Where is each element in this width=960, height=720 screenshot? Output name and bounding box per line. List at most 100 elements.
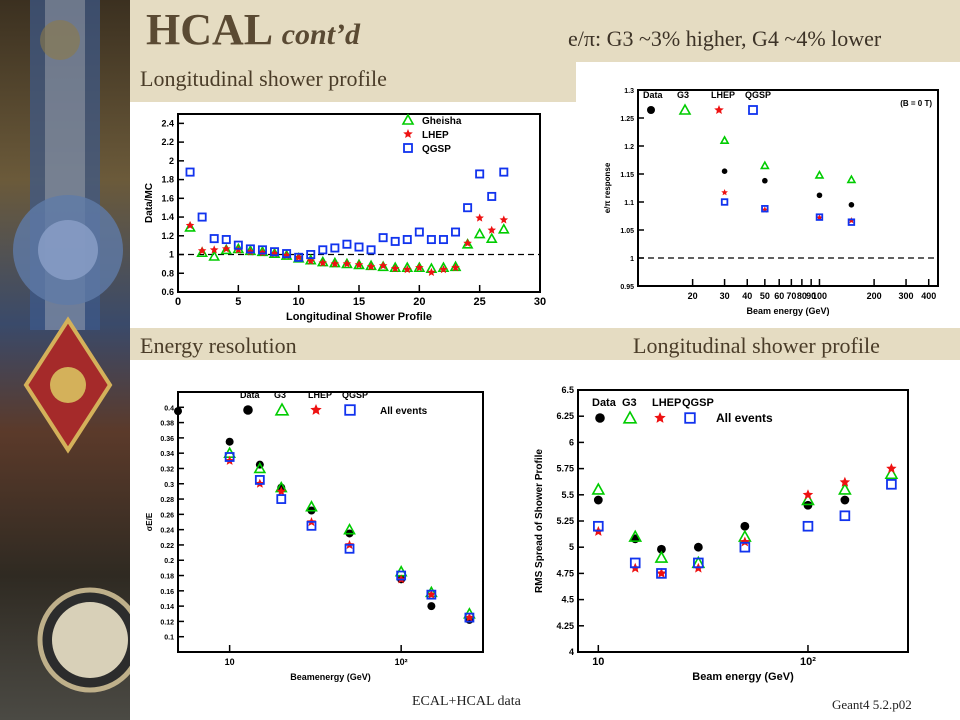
y-tick-label-1: 1: [630, 256, 634, 263]
data-point-data-7: [427, 602, 436, 611]
page-title: HCAL cont’d: [146, 8, 360, 52]
data-point-g3-4: [343, 522, 356, 535]
y-tick-label-1: 0.12: [160, 619, 174, 626]
data-point-lhep-21: [439, 265, 448, 274]
data-point-lhep-6: [426, 589, 437, 599]
y-tick-label-0: 4: [569, 647, 574, 657]
x-tick-label-1: 10²: [800, 656, 816, 668]
legend-marker-3: [748, 105, 758, 115]
x-tick-label-10: 300: [899, 291, 914, 301]
y-tick-label-7: 0.24: [160, 528, 174, 535]
data-point-qgsp-3: [847, 218, 856, 226]
legend-marker-2: [403, 143, 413, 153]
x-tick-label-5: 25: [474, 296, 486, 308]
y-tick-label-3: 0.16: [160, 589, 174, 596]
plot-frame: [177, 391, 484, 653]
legend-label-0: Data: [240, 390, 261, 400]
data-point-qgsp-0: [593, 520, 604, 532]
legend-marker-3: [684, 412, 696, 424]
chart-e-pi-response-svg: 0.95 1 1.05 1.1 1.15 1.2 1.25 1.3 20 30 40 50 60 70 80…: [603, 88, 939, 316]
data-point-g3-1: [759, 160, 770, 170]
data-point-lhep-3: [222, 244, 231, 253]
data-point-lhep-23: [463, 238, 472, 247]
data-point-gheisha-25: [485, 232, 498, 243]
label-mid-left: Energy resolution: [140, 333, 297, 358]
data-point-data-2: [816, 192, 823, 199]
data-point-g3-3: [846, 174, 857, 184]
data-point-qgsp-13: [342, 239, 352, 249]
x-tick-label-1: 30: [720, 291, 730, 301]
legend-label-2: LHEP: [711, 90, 735, 100]
y-tick-label-6: 5.5: [561, 490, 574, 500]
data-point-qgsp-8: [282, 249, 292, 259]
data-point-lhep-22: [451, 263, 460, 272]
data-point-data-3: [693, 542, 703, 552]
data-point-qgsp-18: [402, 235, 412, 245]
data-point-qgsp-24: [475, 169, 485, 179]
data-point-qgsp-17: [390, 236, 400, 246]
data-point-qgsp-2: [815, 213, 824, 221]
x-tick-label-1: 10²: [395, 657, 408, 667]
x-axis-label: Beam energy (GeV): [746, 306, 829, 316]
plot-frame: [577, 389, 909, 653]
title-text: HCAL: [146, 5, 271, 54]
data-point-qgsp-21: [438, 235, 448, 245]
data-point-data-6: [840, 495, 850, 505]
y-tick-label-3: 1.1: [624, 200, 634, 207]
data-point-data-3: [848, 202, 855, 208]
data-point-lhep-0: [721, 189, 728, 196]
legend-marker-2: [310, 404, 322, 415]
data-point-qgsp-11: [318, 245, 328, 255]
data-point-qgsp-26: [499, 167, 509, 177]
data-point-lhep-20: [427, 267, 436, 276]
x-axis-label: Beamenergy (GeV): [290, 672, 371, 682]
data-point-qgsp-5: [802, 520, 814, 532]
data-point-qgsp-7: [270, 247, 280, 257]
legend-marker-1: [274, 402, 290, 416]
data-point-qgsp-25: [487, 191, 497, 201]
y-tick-label-6: 1.8: [161, 175, 174, 185]
data-point-lhep-11: [318, 258, 328, 267]
data-point-data-1: [762, 177, 768, 184]
data-point-g3-2: [814, 169, 825, 179]
y-tick-label-0: 0.95: [620, 284, 634, 291]
data-point-lhep-15: [366, 262, 376, 271]
y-tick-label-9: 0.28: [160, 497, 174, 504]
data-point-qgsp-10: [306, 250, 316, 260]
plot-frame: [637, 89, 939, 287]
y-axis-label: Data/MC: [144, 183, 155, 223]
title-band: [130, 0, 960, 62]
y-tick-label-0: 0.6: [161, 287, 174, 297]
legend-label-1: G3: [677, 90, 689, 100]
chart-e-pi-response: 0.95 1 1.05 1.1 1.15 1.2 1.25 1.3 20 30 40 50 60 70 80…: [598, 82, 948, 318]
data-point-gheisha-1: [196, 246, 208, 258]
data-point-data-4: [740, 521, 750, 531]
legend-label-3: QGSP: [682, 397, 714, 409]
x-tick-label-8: 100: [812, 291, 827, 301]
chart-energy-resolution-svg: 0.1 0.12 0.14 0.16 0.18 0.2 0.22 0.24 0.26 0.28 0.…: [145, 390, 484, 682]
label-top-left: Longitudinal shower profile: [140, 66, 387, 91]
y-axis-label: RMS Spread of Shower Profile: [534, 449, 545, 593]
data-point-lhep-16: [378, 261, 388, 270]
y-tick-label-3: 4.75: [556, 568, 574, 578]
data-point-lhep-25: [487, 225, 496, 234]
y-tick-label-11: 0.32: [160, 466, 174, 473]
y-tick-label-5: 5.25: [556, 516, 574, 526]
data-point-qgsp-9: [294, 252, 304, 262]
data-point-qgsp-4: [739, 541, 751, 553]
x-tick-label-1: 5: [235, 296, 241, 308]
y-tick-label-10: 0.3: [164, 482, 174, 489]
label-band-top: [130, 62, 576, 102]
data-point-qgsp-2: [276, 494, 287, 504]
legend-marker-0: [595, 413, 605, 423]
data-point-qgsp-3: [693, 557, 704, 569]
data-point-qgsp-19: [414, 227, 424, 237]
data-point-gheisha-16: [377, 260, 389, 272]
y-tick-label-9: 6.25: [556, 411, 574, 421]
legend-note: All events: [380, 406, 428, 417]
data-point-g3-6: [838, 482, 852, 495]
y-tick-label-2: 1: [169, 250, 174, 260]
data-point-qgsp-6: [839, 510, 851, 522]
legend-marker-3: [344, 404, 356, 416]
legend-label-0: Data: [592, 397, 617, 409]
